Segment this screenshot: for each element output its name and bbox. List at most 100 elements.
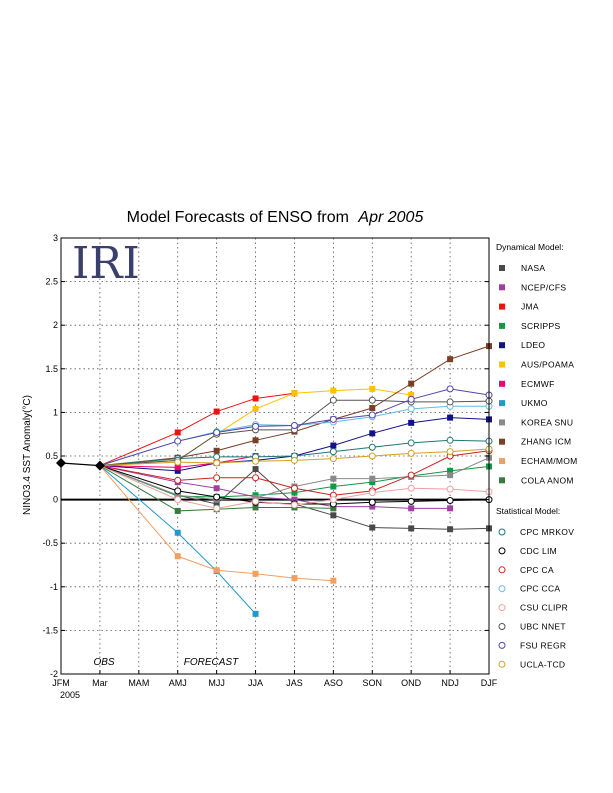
legend-label: SCRIPPS [521,321,560,331]
y-tick-label: 2.5 [45,277,58,287]
series-line [99,465,334,512]
data-point [447,467,454,474]
data-point [446,398,454,406]
data-point [408,505,415,512]
data-point [330,475,337,482]
data-point [252,422,260,430]
series-line [99,417,490,472]
data-point [252,504,259,511]
y-tick-label: -1.5 [42,625,58,635]
data-point [369,430,376,437]
legend-marker [499,419,505,426]
legend-marker [499,303,505,310]
legend-item: CDC LIM [498,546,557,556]
y-tick-label: 0.5 [45,451,58,461]
data-point [330,442,337,449]
legend-label: FSU REGR [520,640,566,650]
y-tick-label: 1.5 [45,364,58,374]
legend-item: AUS/POAMA [499,360,574,370]
legend-dynamical-title: Dynamical Model: [496,242,564,252]
data-point [174,492,181,499]
observed-point [94,460,105,471]
data-point [330,387,337,394]
data-point [369,479,376,486]
data-point [213,453,221,461]
y-axis-label: NINO3.4 SST Anomaly(°C) [22,395,33,515]
series-line [99,455,256,468]
series-scripps [99,463,492,500]
observed-line [60,462,100,467]
data-point [369,524,376,531]
chart-title: Model Forecasts of ENSO from Apr 2005 [127,209,424,226]
legend-marker [498,604,506,612]
legend: NASA NCEP/CFS JMA SCRIPPS LDEO AUS/POAMA ECMWF… [498,263,578,669]
legend-item: ECMWF [499,379,554,389]
legend-item: UCLA-TCD [498,659,565,669]
series-line [99,439,490,467]
data-point [252,570,259,577]
x-tick-label: JAS [286,678,303,688]
obs-annotation: OBS [93,657,114,668]
legend-label: AUS/POAMA [521,360,574,370]
data-point [330,577,337,584]
data-point [213,408,220,415]
x-tick-label: OND [401,678,422,688]
legend-marker [498,585,506,593]
data-point [446,385,454,393]
legend-label: ZHANG ICM [521,437,571,447]
data-point [174,429,181,436]
data-point [407,405,415,413]
data-point [174,487,182,495]
data-point [329,448,337,456]
series-line [99,457,490,501]
data-point [290,501,298,509]
data-point [408,380,415,387]
data-point [407,439,415,447]
legend-label: UKMO [521,398,548,408]
legend-item: ECHAM/MOM [499,456,578,466]
legend-marker [498,566,506,574]
series-line [99,465,490,505]
chart-title-text: Model Forecasts of ENSO from [127,209,349,226]
legend-marker [498,528,506,536]
data-point [291,575,298,582]
data-point [407,395,415,403]
data-point [174,467,181,474]
legend-marker [499,380,505,387]
data-point [174,458,182,466]
data-point [368,443,376,451]
data-point [252,405,259,412]
x-tick-label: MJJ [208,678,225,688]
forecast-annotation: FORECAST [184,657,239,668]
x-tick-label: SON [363,678,383,688]
data-point [369,475,376,482]
legend-item: UBC NNET [498,622,566,632]
data-point [369,385,376,392]
legend-label: CPC MRKOV [520,527,574,537]
data-point [446,496,454,504]
data-point [213,474,221,482]
x-tick-label: ASO [324,678,343,688]
legend-label: CPC CA [520,565,554,575]
data-point [446,436,454,444]
data-point [213,500,220,507]
data-point [213,567,220,574]
legend-marker [499,400,505,407]
y-tick-label: -2 [50,669,58,679]
legend-item: JMA [499,302,539,312]
data-point [174,496,182,504]
x-tick-label: AMJ [169,678,187,688]
data-point [291,390,298,397]
data-point [368,411,376,419]
series-line [99,465,256,615]
x-tick-label: MAM [128,678,149,688]
data-point [252,395,259,402]
x-tick-label: JFM [52,678,70,688]
legend-label: UCLA-TCD [520,659,565,669]
data-point [252,610,259,617]
data-point [252,466,259,473]
legend-label: ECHAM/MOM [521,456,578,466]
data-point [290,456,298,464]
data-point [408,391,415,398]
iri-logo: IRI [72,238,140,289]
